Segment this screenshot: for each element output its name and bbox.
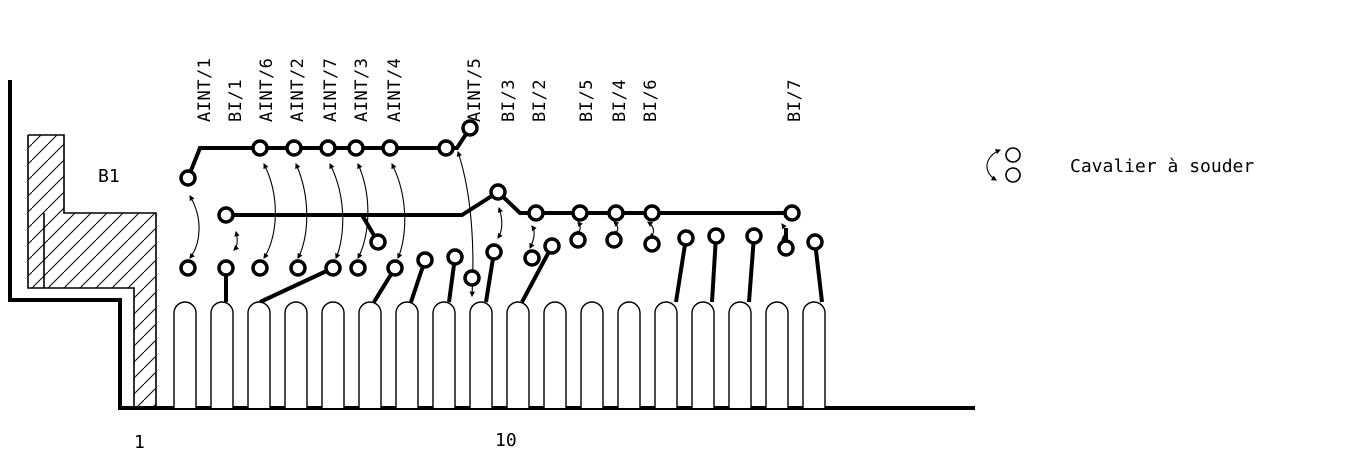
- pin-number-1: 1: [134, 432, 145, 452]
- solder-pad: [324, 259, 342, 277]
- connector-finger: [469, 301, 493, 408]
- connector-finger: [543, 301, 567, 408]
- solder-pad: [745, 227, 763, 245]
- solder-pad: [607, 204, 625, 222]
- signal-label-bi-4: BI/4: [610, 79, 630, 122]
- solder-pad: [543, 237, 561, 255]
- solder-pad: [569, 231, 587, 249]
- solder-pad: [777, 239, 795, 257]
- solder-pad: [179, 169, 197, 187]
- connector-finger: [617, 301, 641, 408]
- solder-pad: [386, 259, 404, 277]
- signal-label-bi-2: BI/2: [530, 79, 550, 122]
- connector-finger: [654, 301, 678, 408]
- connector-finger: [728, 301, 752, 408]
- signal-label-bi-5: BI/5: [577, 79, 597, 122]
- solder-pad: [437, 139, 455, 157]
- legend-jumper-arrow: [986, 149, 1002, 181]
- signal-label-aint-5: AINT/5: [465, 58, 485, 122]
- solder-pad: [347, 139, 365, 157]
- signal-label-aint-4: AINT/4: [385, 58, 405, 122]
- solder-pad: [605, 231, 623, 249]
- signal-label-bi-1: BI/1: [226, 79, 246, 122]
- legend-pad-bottom: [1005, 167, 1021, 183]
- solder-pad: [251, 139, 269, 157]
- solder-pad: [251, 259, 269, 277]
- solder-pad: [285, 139, 303, 157]
- legend-text: Cavalier à souder: [1070, 156, 1254, 177]
- solder-pad: [381, 139, 399, 157]
- signal-label-bi-7: BI/7: [785, 79, 805, 122]
- connector-finger: [506, 301, 530, 408]
- solder-pads: [179, 119, 824, 287]
- solder-pad: [783, 204, 801, 222]
- hatched-region-upper: [28, 135, 64, 213]
- connector-finger: [321, 301, 345, 408]
- legend-solder-jumper: Cavalier à souder: [986, 147, 1254, 183]
- connector-finger: [802, 301, 826, 408]
- signal-label-bi-3: BI/3: [499, 79, 519, 122]
- legend-pad-top: [1005, 147, 1021, 163]
- hatched-region-lower: [28, 213, 156, 408]
- solder-pad: [806, 233, 824, 251]
- connector-finger: [432, 301, 456, 408]
- connector-finger: [210, 301, 234, 408]
- solder-pad: [446, 248, 464, 266]
- solder-pad: [289, 259, 307, 277]
- signal-label-bi-6: BI/6: [641, 79, 661, 122]
- solder-pad: [369, 233, 387, 251]
- connector-finger: [395, 301, 419, 408]
- pin-number-10: 10: [495, 430, 517, 451]
- solder-pad: [463, 269, 481, 287]
- signal-label-aint-7: AINT/7: [321, 58, 341, 122]
- solder-pad: [416, 251, 434, 269]
- connector-finger: [765, 301, 789, 408]
- solder-pad: [179, 259, 197, 277]
- connector-label: B1: [98, 166, 120, 187]
- signal-label-aint-1: AINT/1: [195, 58, 215, 122]
- lower-trace: [226, 189, 792, 217]
- solder-pad: [217, 206, 235, 224]
- solder-pad: [485, 243, 503, 261]
- solder-pad: [527, 204, 545, 222]
- solder-pad: [643, 204, 661, 222]
- connector-finger: [691, 301, 715, 408]
- signal-labels: AINT/1 BI/1 AINT/6 AINT/2 AINT/7 AINT/3 …: [195, 58, 805, 122]
- solder-pad: [217, 259, 235, 277]
- connector-finger: [284, 301, 308, 408]
- connector-finger: [358, 301, 382, 408]
- solder-pad: [489, 183, 507, 201]
- signal-label-aint-3: AINT/3: [352, 58, 372, 122]
- signal-label-aint-2: AINT/2: [288, 58, 308, 122]
- solder-pad: [349, 259, 367, 277]
- solder-pad: [523, 249, 541, 267]
- connector-finger: [173, 301, 197, 408]
- solder-pad: [571, 204, 589, 222]
- solder-pad: [461, 119, 479, 137]
- solder-pad: [707, 227, 725, 245]
- connector-finger: [247, 301, 271, 408]
- connector-fingers: [173, 301, 826, 408]
- solder-pad: [677, 229, 695, 247]
- signal-label-aint-6: AINT/6: [257, 58, 277, 122]
- solder-pad: [319, 139, 337, 157]
- jumper-arrows: [189, 150, 788, 298]
- connector-finger: [580, 301, 604, 408]
- solder-pad: [643, 235, 661, 253]
